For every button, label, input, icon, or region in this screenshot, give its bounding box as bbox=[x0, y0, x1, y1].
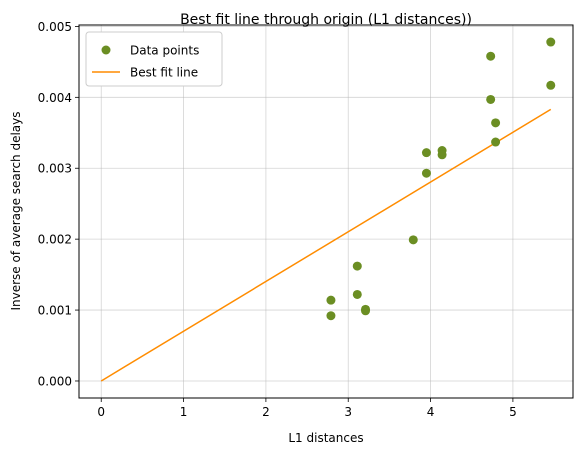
data-point bbox=[546, 37, 556, 47]
data-point bbox=[408, 235, 418, 245]
legend-label-best-fit-line: Best fit line bbox=[130, 66, 198, 80]
y-tick-label: 0.002 bbox=[38, 233, 72, 247]
data-point bbox=[326, 311, 336, 321]
data-point bbox=[421, 148, 431, 158]
data-point bbox=[361, 306, 371, 316]
data-point bbox=[491, 118, 501, 128]
chart-title: Best fit line through origin (L1 distanc… bbox=[180, 12, 472, 28]
data-point bbox=[352, 289, 362, 299]
data-point bbox=[326, 295, 336, 305]
x-axis-ticks: 0 1 2 3 4 5 bbox=[97, 398, 517, 419]
data-point bbox=[486, 94, 496, 104]
y-tick-label: 0.000 bbox=[38, 374, 72, 388]
x-axis-label: L1 distances bbox=[288, 431, 363, 445]
legend: Data points Best fit line bbox=[85, 31, 223, 87]
data-points-layer bbox=[326, 37, 556, 321]
plot-frame bbox=[78, 24, 574, 399]
data-point bbox=[352, 261, 362, 271]
y-tick-label: 0.004 bbox=[38, 91, 72, 105]
y-axis-label: Inverse of average search delays bbox=[9, 111, 23, 310]
y-tick-label: 0.001 bbox=[38, 304, 72, 318]
data-point bbox=[491, 137, 501, 147]
y-axis-ticks: 0.000 0.001 0.002 0.003 0.004 0.005 bbox=[38, 20, 79, 388]
x-tick-label: 3 bbox=[344, 405, 352, 419]
x-tick-label: 1 bbox=[180, 405, 188, 419]
legend-marker-data-points bbox=[101, 45, 111, 55]
data-point bbox=[486, 51, 496, 61]
data-point bbox=[421, 168, 431, 178]
x-tick-label: 2 bbox=[262, 405, 270, 419]
best-fit-line-layer bbox=[100, 108, 552, 382]
best-fit-line bbox=[100, 108, 552, 382]
y-tick-label: 0.003 bbox=[38, 162, 72, 176]
x-tick-label: 5 bbox=[509, 405, 517, 419]
y-tick-label: 0.005 bbox=[38, 20, 72, 34]
data-point bbox=[437, 150, 447, 160]
data-point bbox=[546, 80, 556, 90]
legend-label-data-points: Data points bbox=[130, 44, 199, 58]
x-tick-label: 0 bbox=[97, 405, 105, 419]
x-tick-label: 4 bbox=[427, 405, 435, 419]
